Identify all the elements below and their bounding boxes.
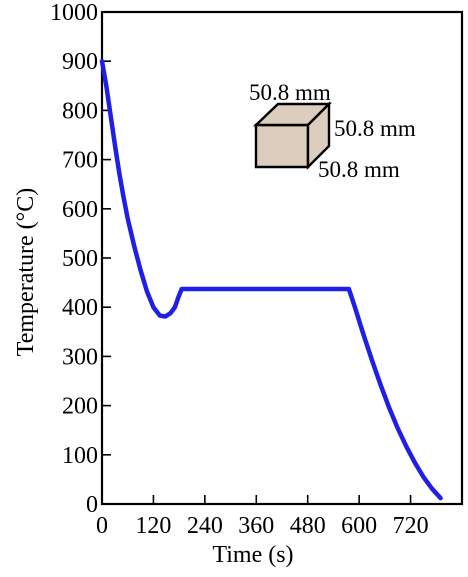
cube-inset: 50.8 mm 50.8 mm 50.8 mm: [249, 80, 416, 182]
cube-front-face: [254, 123, 310, 169]
y-tick-label: 0: [86, 492, 98, 518]
y-tick-label: 400: [62, 295, 98, 321]
x-tick-label: 0: [96, 513, 108, 539]
x-tick-label: 240: [187, 513, 223, 539]
y-axis-ticks: 0 100 200 300 400 500 600 700 800 900 1000: [50, 0, 111, 518]
y-tick-label: 900: [62, 49, 98, 75]
cube-side-face: [306, 101, 331, 170]
y-tick-label: 1000: [50, 0, 98, 26]
y-tick-label: 700: [62, 148, 98, 174]
y-axis-title: Temperature (°C): [13, 188, 39, 357]
series-line-0: [99, 58, 443, 501]
x-tick-label: 720: [393, 513, 429, 539]
y-tick-label: 800: [62, 98, 98, 124]
x-tick-label: 600: [341, 513, 377, 539]
y-tick-label: 100: [62, 443, 98, 469]
x-axis-ticks: 0 120 240 360 480 600 720: [96, 495, 429, 539]
y-tick-label: 300: [62, 344, 98, 370]
cube-dimension-top: 50.8 mm: [249, 80, 331, 105]
y-tick-label: 200: [62, 394, 98, 420]
y-tick-label: 600: [62, 197, 98, 223]
y-tick-label: 500: [62, 246, 98, 272]
x-axis-title: Time (s): [212, 542, 293, 568]
x-tick-label: 480: [290, 513, 326, 539]
x-tick-label: 360: [238, 513, 274, 539]
series-layer: [99, 58, 443, 501]
x-tick-label: 120: [135, 513, 171, 539]
cube-dimension-side: 50.8 mm: [334, 116, 416, 141]
cube-dimension-bottom: 50.8 mm: [318, 157, 400, 182]
